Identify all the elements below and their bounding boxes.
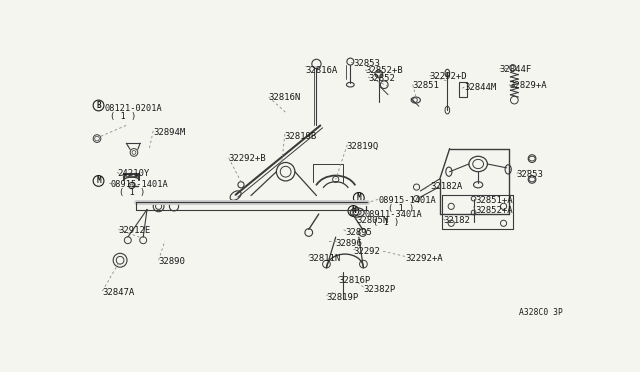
Text: 32912E: 32912E bbox=[118, 226, 151, 235]
Text: 32292+B: 32292+B bbox=[228, 154, 266, 163]
Text: ( 1 ): ( 1 ) bbox=[118, 188, 145, 197]
Text: 32829+A: 32829+A bbox=[509, 81, 547, 90]
Text: 32819Q: 32819Q bbox=[346, 142, 379, 151]
Text: N: N bbox=[351, 206, 356, 215]
Text: 32816N: 32816N bbox=[269, 93, 301, 102]
Text: 32816A: 32816A bbox=[305, 66, 337, 75]
Text: A328C0 3P: A328C0 3P bbox=[519, 308, 563, 317]
Text: M: M bbox=[356, 193, 361, 202]
Text: 32382P: 32382P bbox=[364, 285, 396, 294]
Text: M: M bbox=[96, 176, 101, 185]
Text: 08915-1401A: 08915-1401A bbox=[378, 196, 436, 205]
Text: 08915-1401A: 08915-1401A bbox=[110, 180, 168, 189]
Bar bbox=[459, 81, 467, 97]
Text: ( 1 ): ( 1 ) bbox=[388, 204, 414, 213]
Text: 32182: 32182 bbox=[444, 216, 470, 225]
Text: 32851+A: 32851+A bbox=[475, 196, 513, 205]
Text: 32847A: 32847A bbox=[102, 288, 134, 297]
Text: 32292: 32292 bbox=[353, 247, 380, 256]
Text: B: B bbox=[96, 101, 101, 110]
Text: 08911-3401A: 08911-3401A bbox=[365, 210, 422, 219]
Text: 32292+D: 32292+D bbox=[429, 71, 467, 81]
Text: 32853: 32853 bbox=[353, 58, 380, 67]
Text: 32894M: 32894M bbox=[153, 128, 186, 137]
Text: 32182A: 32182A bbox=[431, 183, 463, 192]
Text: 32805N: 32805N bbox=[356, 216, 388, 225]
Text: 08121-0201A: 08121-0201A bbox=[105, 104, 163, 113]
Text: 32844M: 32844M bbox=[464, 83, 497, 92]
Text: 32852: 32852 bbox=[368, 74, 395, 83]
Text: 32853: 32853 bbox=[516, 170, 543, 179]
Text: 32844F: 32844F bbox=[500, 65, 532, 74]
Text: 32852+B: 32852+B bbox=[365, 66, 403, 75]
Text: ( 1 ): ( 1 ) bbox=[373, 218, 399, 227]
Text: 32895: 32895 bbox=[346, 228, 372, 237]
Text: 32292+A: 32292+A bbox=[405, 254, 443, 263]
Text: 32816P: 32816P bbox=[338, 276, 371, 285]
Text: 32811N: 32811N bbox=[308, 254, 341, 263]
Text: 32851: 32851 bbox=[413, 81, 440, 90]
Text: 32819B: 32819B bbox=[284, 132, 316, 141]
Text: 32890: 32890 bbox=[159, 257, 186, 266]
Text: 24210Y: 24210Y bbox=[117, 169, 149, 179]
Text: 32819P: 32819P bbox=[326, 294, 358, 302]
Text: 32896: 32896 bbox=[336, 239, 363, 248]
Text: 32852+A: 32852+A bbox=[475, 206, 513, 215]
Text: ( 1 ): ( 1 ) bbox=[110, 112, 136, 121]
